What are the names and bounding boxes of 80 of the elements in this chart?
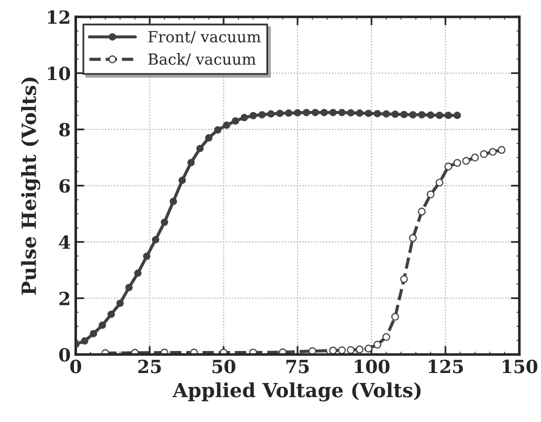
point <box>285 109 292 117</box>
x-tick-label: 150 <box>502 360 538 374</box>
point <box>232 117 240 125</box>
point <box>374 340 382 349</box>
point <box>444 162 452 170</box>
y-tick-label: 2 <box>60 292 70 306</box>
point <box>170 198 178 206</box>
point <box>116 300 124 307</box>
point <box>426 111 434 119</box>
point <box>374 110 382 118</box>
point <box>347 109 354 116</box>
point <box>454 112 461 120</box>
point <box>178 176 186 184</box>
point <box>125 284 133 292</box>
point <box>240 114 248 122</box>
point <box>267 110 275 118</box>
point <box>152 236 160 244</box>
point <box>444 112 452 120</box>
point <box>222 122 230 129</box>
point <box>356 346 364 354</box>
x-tick-label: 75 <box>286 360 309 374</box>
point <box>391 110 399 118</box>
x-tick-label: 50 <box>212 360 236 374</box>
point <box>436 178 444 186</box>
point <box>346 346 355 354</box>
x-tick-label: 125 <box>428 360 463 374</box>
point <box>409 234 417 242</box>
point <box>338 346 346 354</box>
point <box>480 150 488 158</box>
point <box>312 108 319 116</box>
y-tick-label: 12 <box>48 10 70 24</box>
point <box>356 109 364 117</box>
point <box>364 110 372 118</box>
point <box>258 111 266 118</box>
point <box>250 112 257 120</box>
x-axis-title: Applied Voltage (Volts) <box>172 382 421 402</box>
y-tick-label: 0 <box>59 348 70 362</box>
point <box>108 310 115 318</box>
point <box>391 312 400 321</box>
point <box>488 148 497 156</box>
point <box>276 110 284 118</box>
x-tick-label: 100 <box>354 360 390 374</box>
point <box>382 333 390 341</box>
point <box>160 218 168 226</box>
point <box>409 111 417 118</box>
legend-label: Front/ vacuum <box>148 31 261 44</box>
point <box>196 144 204 152</box>
point <box>338 108 346 116</box>
y-tick-label: 10 <box>48 66 70 80</box>
point <box>302 108 310 116</box>
legend-label: Back/ vacuum <box>148 53 256 66</box>
point <box>329 108 337 116</box>
point <box>400 110 408 118</box>
x-tick-label: 25 <box>138 360 161 374</box>
point <box>400 275 408 283</box>
point <box>418 208 426 216</box>
point <box>436 112 444 120</box>
point <box>471 154 479 162</box>
y-tick-label: 8 <box>59 122 70 137</box>
point <box>320 108 328 116</box>
point <box>134 269 142 277</box>
point <box>382 110 390 118</box>
point <box>294 109 302 116</box>
point <box>426 190 435 198</box>
point <box>364 344 372 352</box>
point <box>453 159 462 167</box>
point <box>187 158 195 166</box>
point <box>90 330 98 338</box>
point <box>98 322 106 329</box>
point <box>498 146 506 154</box>
y-axis-title: Pulse Height (Volts) <box>21 78 40 295</box>
point <box>214 126 222 134</box>
point <box>418 111 426 118</box>
x-tick-label: 0 <box>70 360 82 374</box>
point <box>143 252 150 260</box>
point <box>462 157 470 165</box>
point <box>80 337 88 345</box>
y-tick-label: 4 <box>59 235 70 249</box>
point <box>205 134 213 142</box>
y-tick-label: 6 <box>59 179 70 193</box>
